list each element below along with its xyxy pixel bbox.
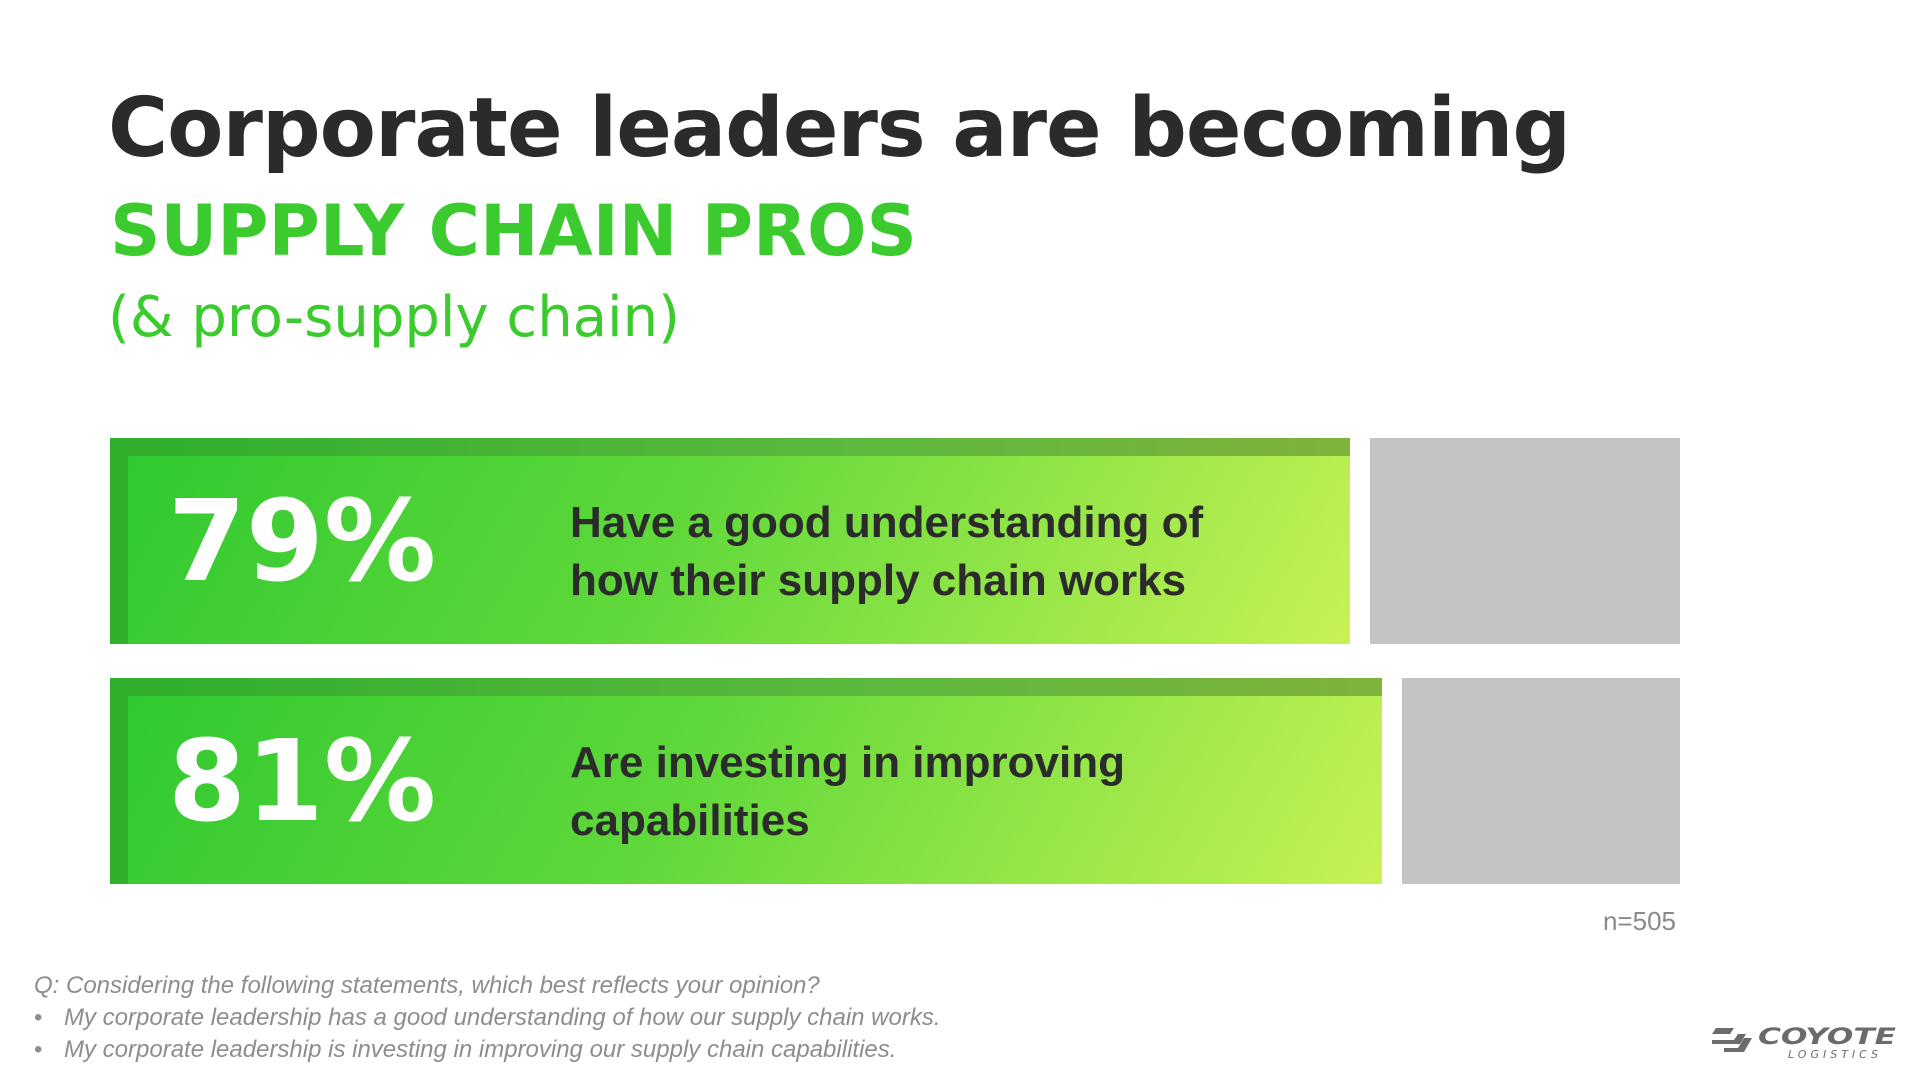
bullet-glyph: • xyxy=(34,1036,43,1063)
title-line-3: (& pro-supply chain) xyxy=(108,285,680,350)
title-line-1: Corporate leaders are becoming xyxy=(108,81,1571,176)
footnote-bullet-text: My corporate leadership has a good under… xyxy=(64,1004,941,1031)
bar-remainder-1 xyxy=(1370,438,1680,644)
bar-value-label: 79% xyxy=(168,477,437,607)
logo-sub: LOGISTICS xyxy=(1788,1048,1882,1061)
coyote-logo: COYOTE LOGISTICS xyxy=(1712,1025,1896,1061)
footnote-bullet: • My corporate leadership is investing i… xyxy=(34,1034,941,1066)
bar-fill-left-strip xyxy=(110,678,128,884)
bullet-glyph: • xyxy=(34,1004,43,1031)
bar-row-1: 79% Have a good understanding of how the… xyxy=(110,438,1680,644)
footnote: Q: Considering the following statements,… xyxy=(34,970,941,1066)
bar-value-label: 81% xyxy=(168,717,437,847)
logo-name: COYOTE xyxy=(1758,1025,1896,1050)
bar-fill-left-strip xyxy=(110,438,128,644)
bar-fill-1: 79% Have a good understanding of how the… xyxy=(110,438,1350,644)
footnote-bullet-text: My corporate leadership is investing in … xyxy=(64,1036,897,1063)
bar-row-2: 81% Are investing in improving capabilit… xyxy=(110,678,1680,884)
footnote-bullet: • My corporate leadership has a good und… xyxy=(34,1002,941,1034)
bar-fill-top-strip xyxy=(110,438,1350,456)
bar-remainder-2 xyxy=(1402,678,1680,884)
footnote-question: Q: Considering the following statements,… xyxy=(34,972,820,999)
bar-fill-2: 81% Are investing in improving capabilit… xyxy=(110,678,1382,884)
bar-category-label: Have a good understanding of how their s… xyxy=(570,498,1204,605)
bar-fill-top-strip xyxy=(110,678,1382,696)
title-line-2: SUPPLY CHAIN PROS xyxy=(110,190,917,272)
sample-size-label: n=505 xyxy=(1602,906,1676,936)
coyote-chevron-icon xyxy=(1712,1028,1752,1052)
bar-category-label: Are investing in improving capabilities xyxy=(570,738,1125,845)
